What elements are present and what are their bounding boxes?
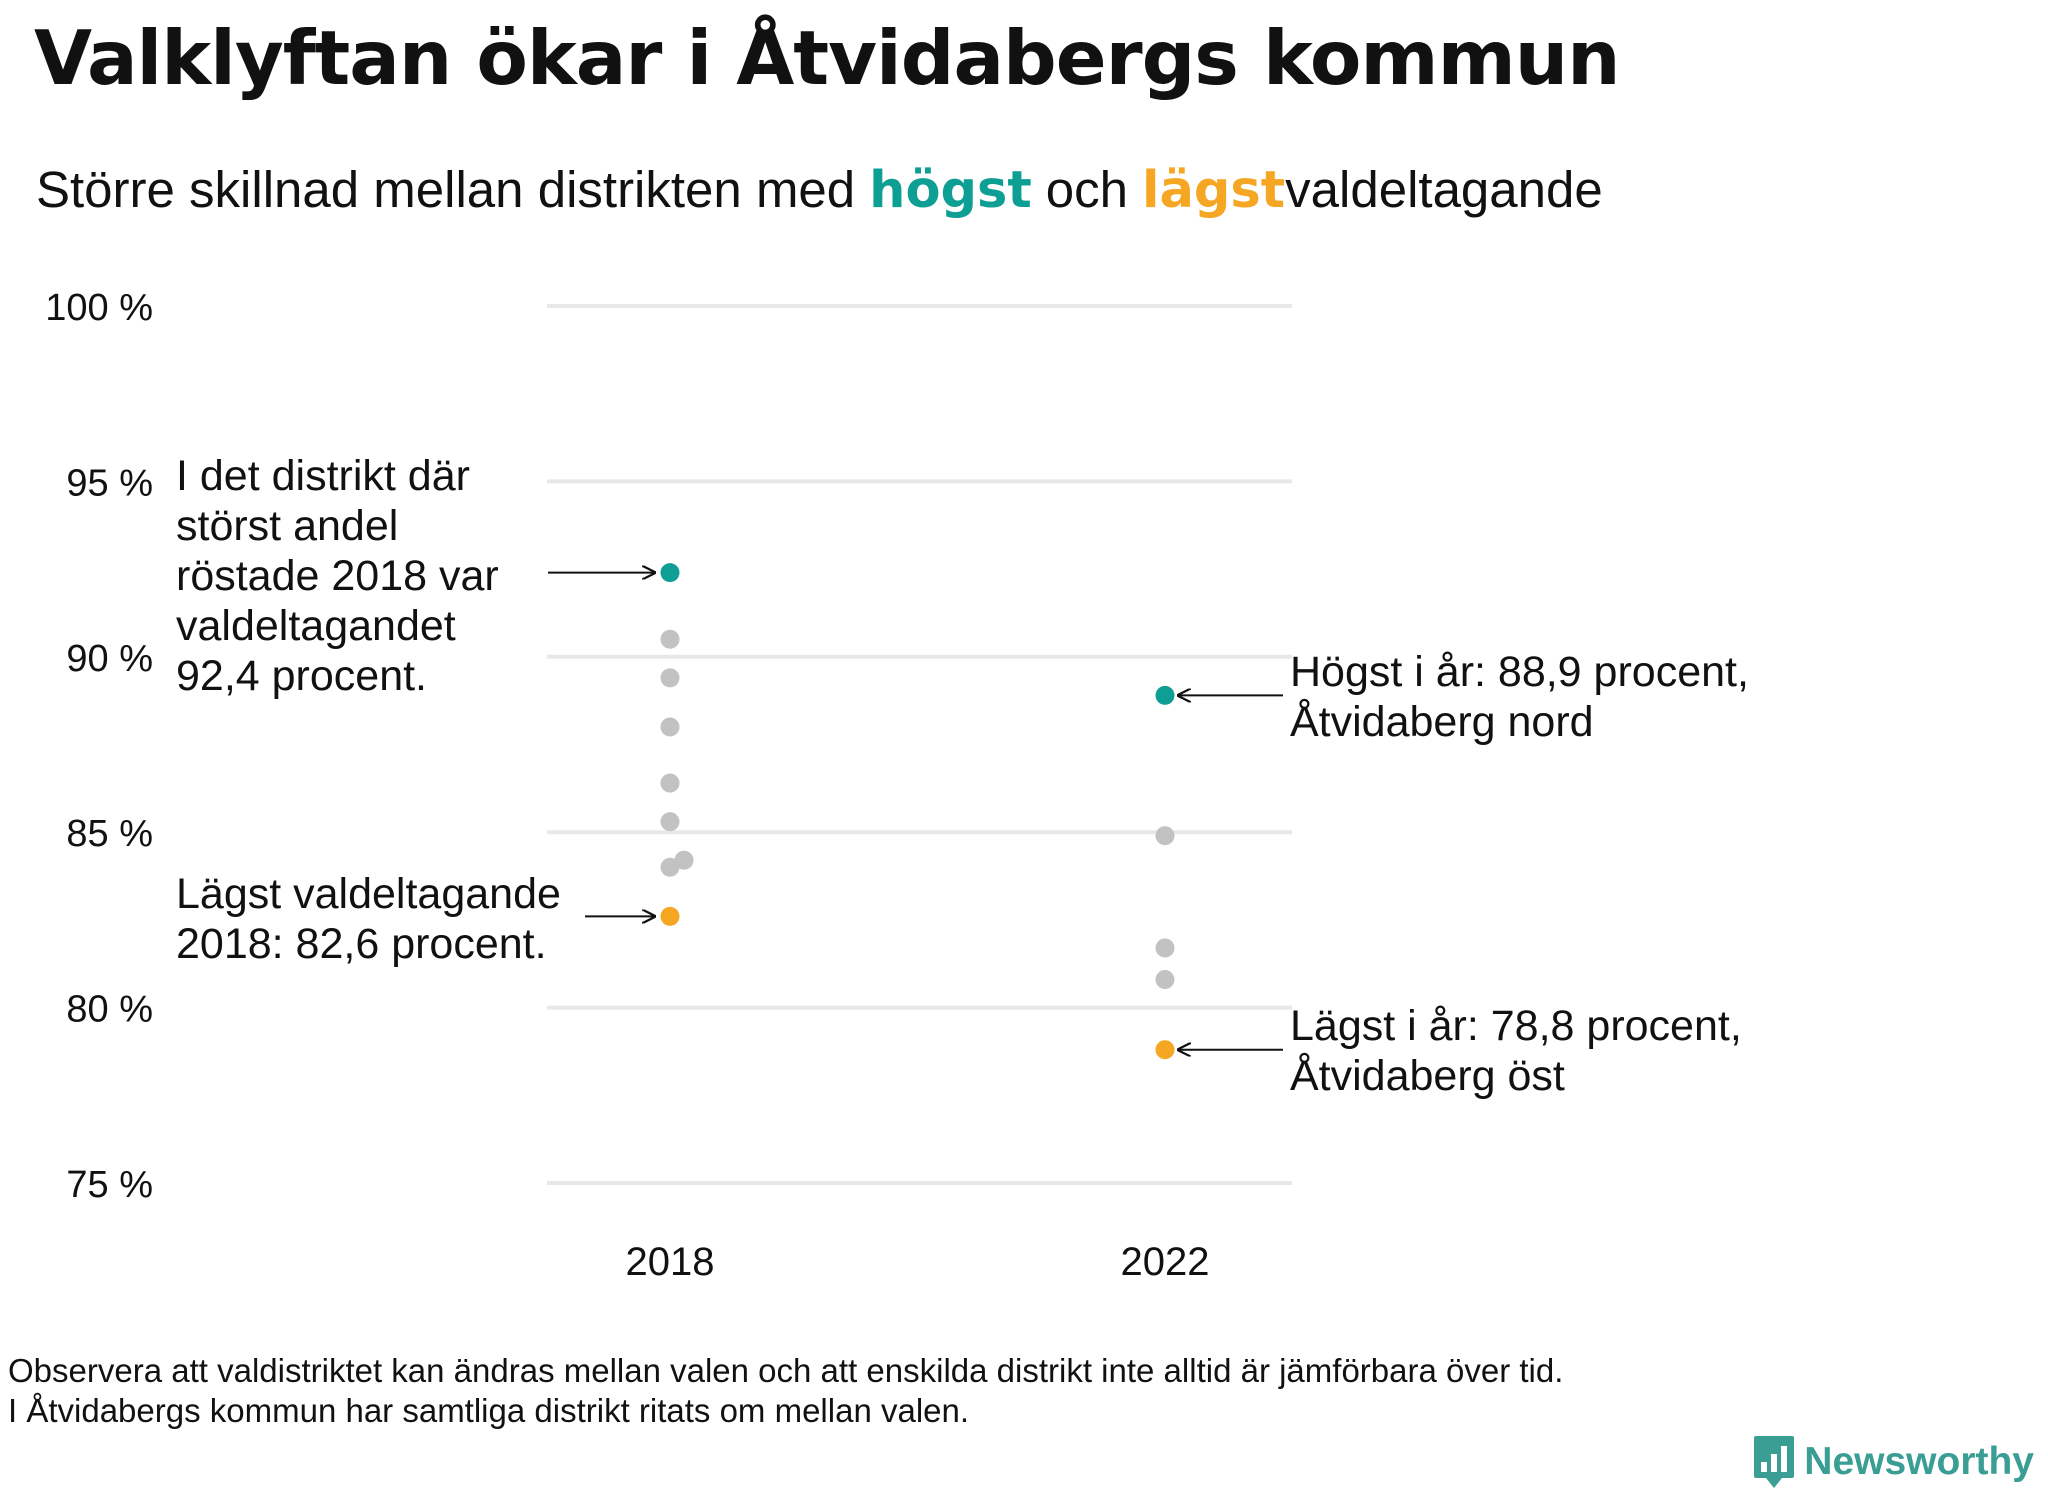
y-tick-label-95: 95 % (66, 462, 153, 504)
point-2018-highest-0 (660, 563, 680, 583)
x-tick-label-2018: 2018 (626, 1240, 715, 1284)
subtitle-lowest-word: lägst (1142, 161, 1286, 220)
annotation-low-2018-line-1: Lägst valdeltagande (176, 870, 561, 918)
annotation-high-2018-line-4: valdeltagandet (176, 602, 456, 650)
annotation-high-2022-line-1: Högst i år: 88,9 procent, (1290, 648, 1749, 696)
annotation-high-2018-line-3: röstade 2018 var (176, 552, 499, 600)
footnote-line-1: Observera att valdistriktet kan ändras m… (8, 1352, 1564, 1389)
point-2022-lowest-13 (1155, 1040, 1175, 1060)
point-2018-other-1 (660, 629, 680, 649)
annotation-high-2022-line-2: Åtvidaberg nord (1290, 698, 1594, 746)
annotation-high-2018-line-1: I det distrikt där (176, 452, 470, 500)
y-axis-tick-labels: 100 % 95 % 90 % 85 % 80 % 75 % (45, 287, 153, 1206)
dot-plot-chart: 100 % 95 % 90 % 85 % 80 % 75 % 2018 2022 I det… (45, 287, 1749, 1284)
subtitle-highest-word: högst (869, 161, 1032, 220)
y-tick-label-80: 80 % (66, 989, 153, 1031)
y-tick-label-85: 85 % (66, 813, 153, 855)
point-2018-other-2 (660, 668, 680, 688)
point-2018-other-5 (660, 812, 680, 832)
chart-subtitle: Större skillnad mellan distrikten med hög… (36, 160, 1603, 220)
newsworthy-logo-icon (1754, 1436, 1795, 1488)
annotation-low-2022-line-2: Åtvidaberg öst (1290, 1052, 1565, 1100)
gridlines (547, 304, 1292, 1185)
subtitle-text-start: Större skillnad mellan distrikten med (36, 161, 856, 218)
point-2022-other-12 (1155, 970, 1175, 990)
point-2022-highest-9 (1155, 685, 1175, 705)
annotation-high-2018-line-5: 92,4 procent. (176, 652, 427, 700)
y-tick-label-90: 90 % (66, 638, 153, 680)
subtitle-text-end: valdeltagande (1285, 161, 1603, 218)
point-2018-other-4 (660, 773, 680, 793)
x-axis-tick-labels: 2018 2022 (626, 1240, 1210, 1284)
x-tick-label-2022: 2022 (1121, 1240, 1210, 1284)
point-2018-lowest-8 (660, 906, 680, 926)
y-tick-label-75: 75 % (66, 1164, 153, 1206)
annotation-low-2018-line-2: 2018: 82,6 procent. (176, 920, 547, 968)
point-2018-other-3 (660, 717, 680, 737)
subtitle-text-and: och (1045, 161, 1128, 218)
point-2018-other-6 (674, 850, 694, 870)
chart-title: Valklyftan ökar i Åtvidabergs kommun (34, 14, 1621, 102)
y-tick-label-100: 100 % (45, 287, 153, 329)
point-2022-other-10 (1155, 826, 1175, 846)
point-2022-other-11 (1155, 938, 1175, 958)
point-2018-other-7 (660, 857, 680, 877)
data-points (660, 563, 1175, 1060)
footnote-line-2: I Åtvidabergs kommun har samtliga distri… (8, 1392, 970, 1429)
annotation-high-2018-line-2: störst andel (176, 502, 398, 550)
annotation-low-2022-line-1: Lägst i år: 78,8 procent, (1290, 1002, 1742, 1050)
newsworthy-brand: Newsworthy (1752, 1434, 2034, 1490)
brand-name: Newsworthy (1804, 1440, 2034, 1483)
